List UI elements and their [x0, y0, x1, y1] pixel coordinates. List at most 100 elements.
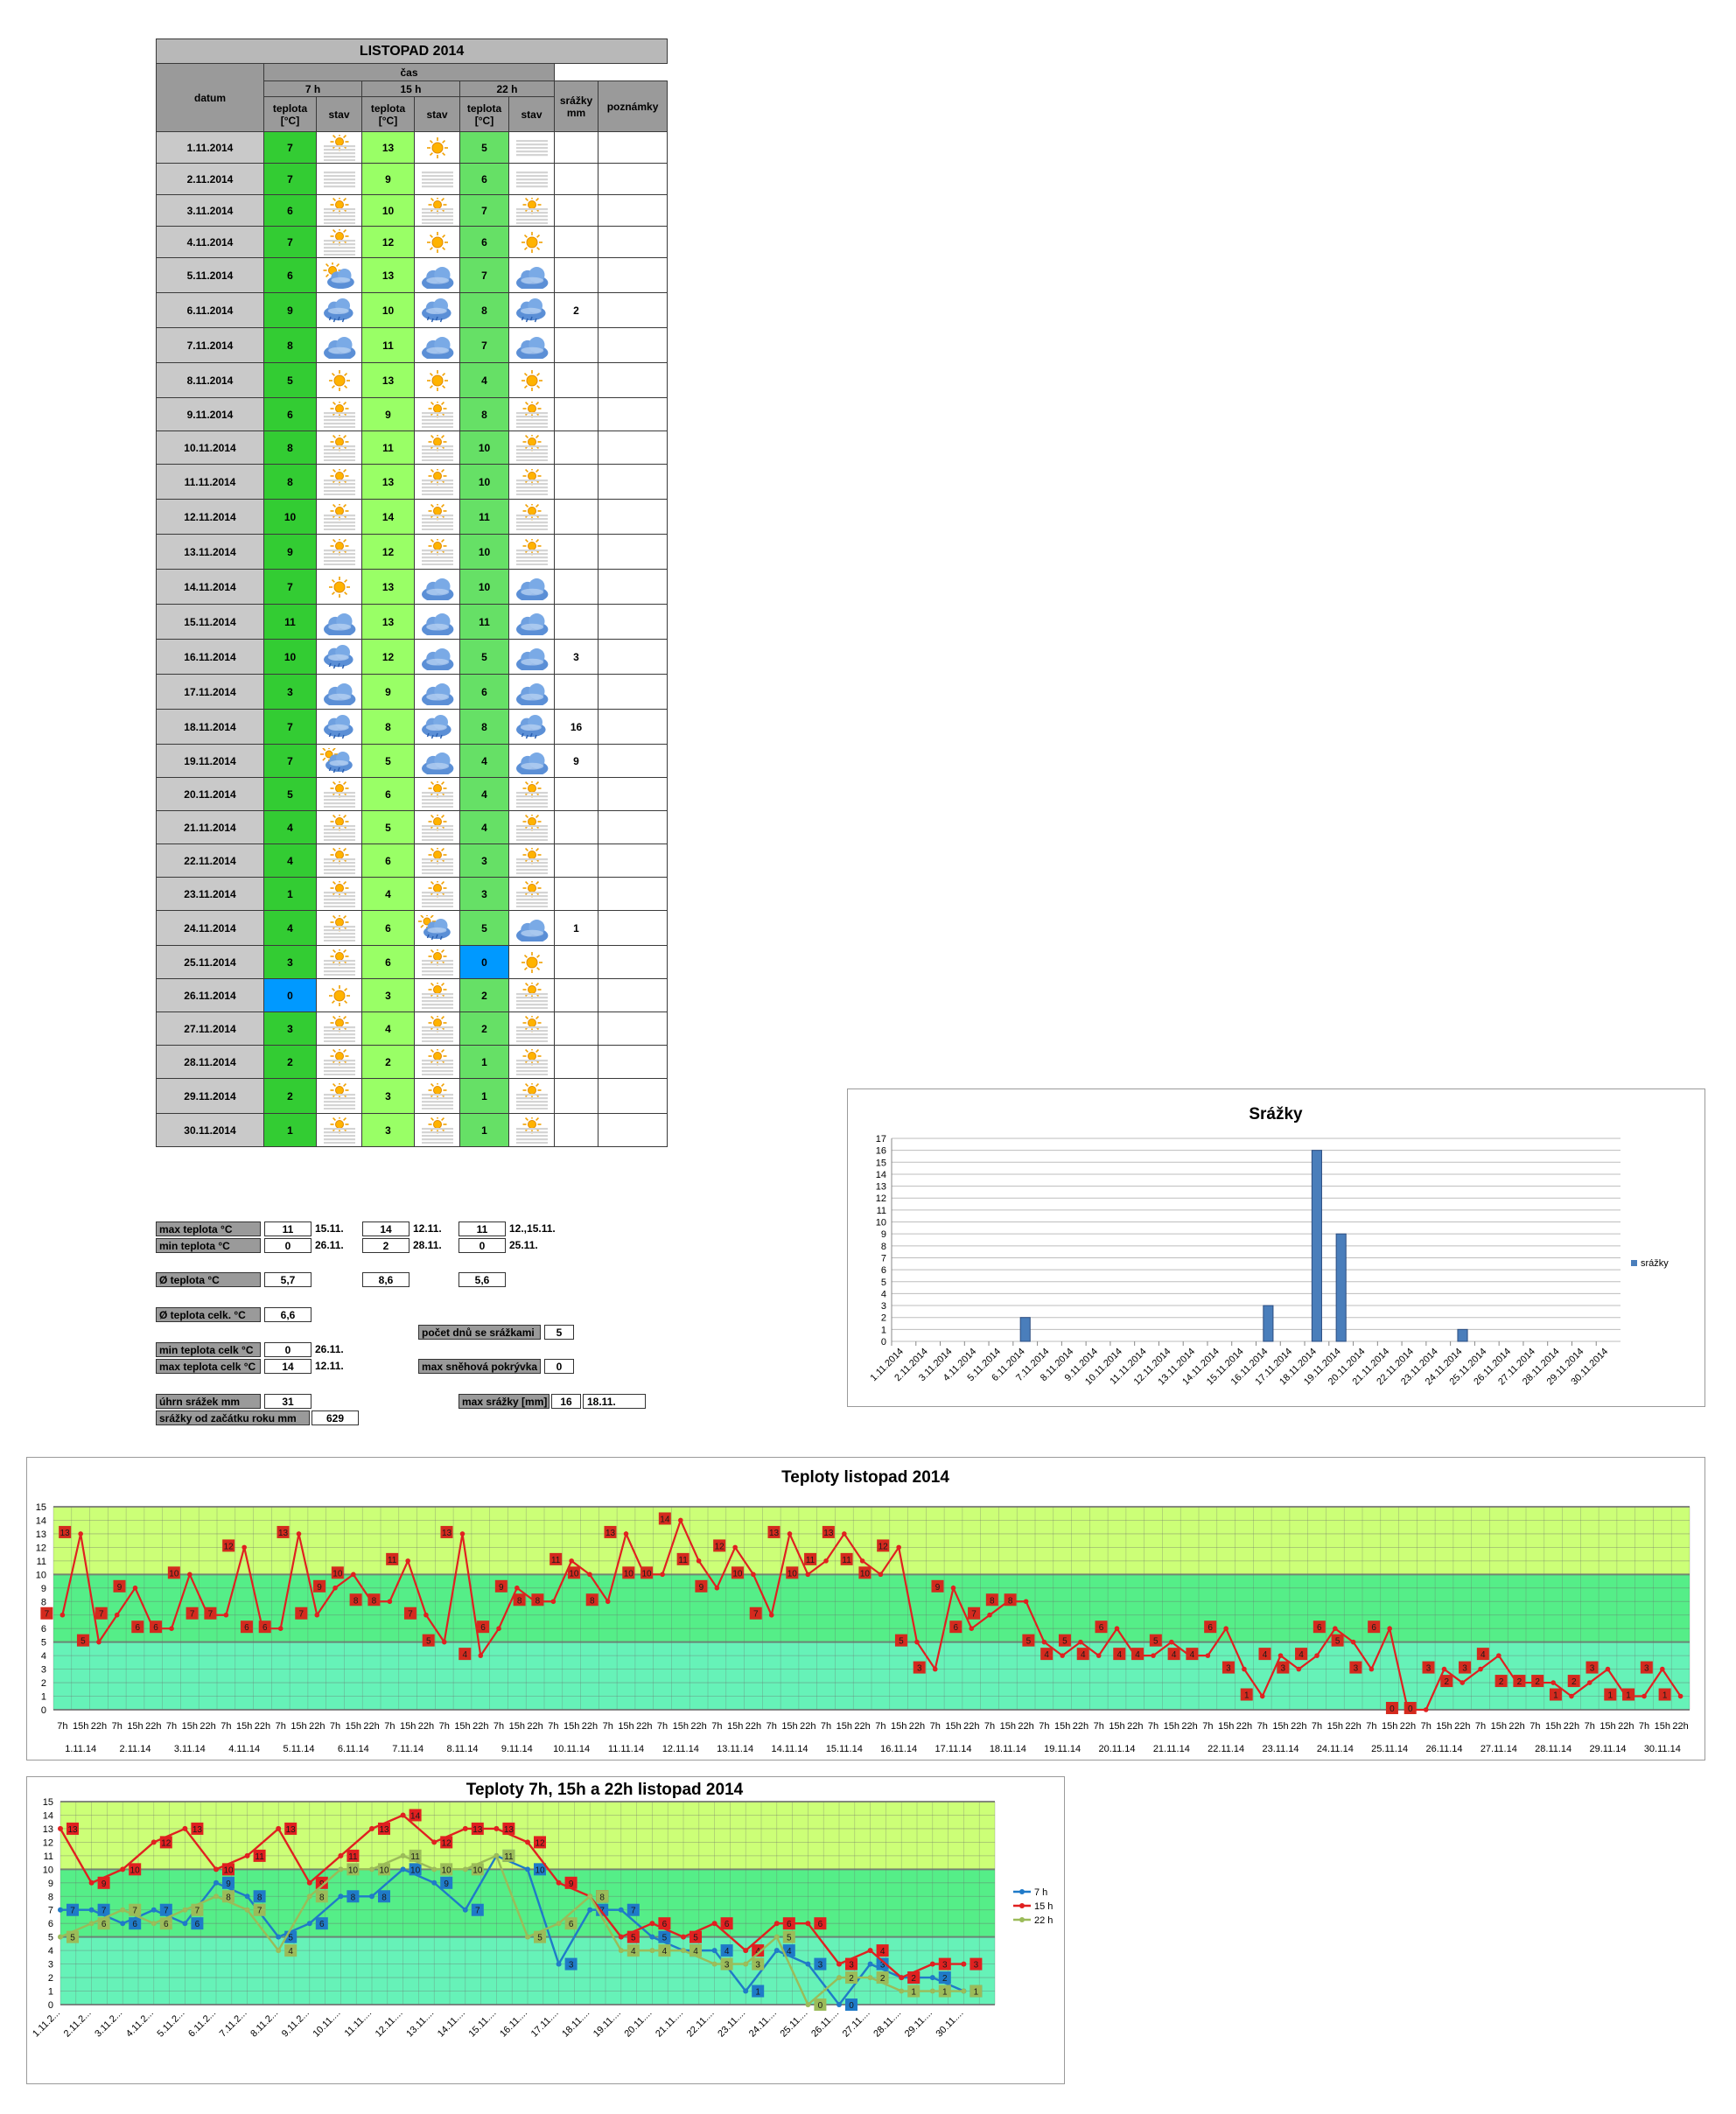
fog-sun-icon: [323, 401, 355, 428]
temp-series-chart: Teploty 7h, 15h a 22h listopad 201401234…: [31, 1781, 1053, 2040]
note-cell: [597, 499, 668, 535]
data-label-box: [1240, 1688, 1253, 1701]
data-label: 7: [257, 1907, 262, 1916]
cloud-icon: [421, 612, 453, 635]
y-tick-label: 9: [881, 1229, 886, 1240]
temp-point: [242, 1544, 247, 1550]
x-time-label: 15h: [1054, 1721, 1070, 1732]
weather-state-cell: [316, 327, 362, 363]
note-cell: [597, 810, 668, 844]
temp-point: [987, 1612, 992, 1618]
data-label-box: [253, 1903, 266, 1916]
table-row: 3.11.2014 6 10 7: [156, 194, 668, 227]
x-time-label: 22h: [1073, 1721, 1088, 1732]
data-label: 1: [942, 1988, 948, 1998]
temp-15h-cell: 2: [361, 1045, 415, 1079]
temp-7h-cell: 9: [263, 534, 317, 570]
y-tick-label: 2: [881, 1313, 886, 1324]
weather-state-cell: [316, 1012, 362, 1046]
data-label-box: [440, 1836, 453, 1849]
rain-cell: [554, 397, 598, 431]
x-time-label: 15h: [400, 1721, 416, 1732]
x-time-label: 15h: [236, 1721, 252, 1732]
weather-state-cell: [508, 226, 555, 258]
data-label-box: [440, 1876, 453, 1889]
temp-15h-cell: 5: [361, 810, 415, 844]
series-point: [88, 1880, 94, 1886]
temp-15h-cell: 10: [361, 292, 415, 328]
x-time-label: 7h: [930, 1721, 941, 1732]
temp-7h-cell: 1: [263, 1113, 317, 1147]
weather-state-cell: [316, 397, 362, 431]
avg-temp-label: Ø teplota °C: [156, 1272, 261, 1287]
data-label-box: [97, 1917, 110, 1930]
table-row: 23.11.2014 1 4 3: [156, 877, 668, 911]
data-label: 13: [60, 1529, 71, 1538]
weather-state-cell: [316, 810, 362, 844]
header-datum: datum: [156, 63, 264, 132]
data-label: 9: [444, 1880, 449, 1889]
note-cell: [597, 1045, 668, 1079]
fog-sun-icon: [323, 228, 355, 256]
x-tick-label: 9.11.2...: [280, 2008, 312, 2040]
y-tick-label: 10: [876, 1218, 886, 1228]
table-row: 1.11.2014 7 13 5: [156, 131, 668, 164]
temp-point: [732, 1544, 738, 1550]
data-label-box: [1531, 1675, 1544, 1688]
series-point: [587, 1907, 593, 1913]
data-label-box: [502, 1822, 515, 1835]
data-label: 7: [631, 1907, 636, 1916]
series-point: [58, 1907, 63, 1913]
data-label: 8: [372, 1596, 377, 1606]
fog-sun-icon: [515, 538, 548, 565]
x-time-label: 7h: [875, 1721, 886, 1732]
temp-point: [878, 1572, 884, 1578]
temp-7h-cell: 10: [263, 639, 317, 675]
series-point: [711, 1961, 718, 1967]
series-point: [400, 1852, 406, 1858]
y-tick-label: 3: [881, 1301, 886, 1312]
weather-state-cell: [508, 534, 555, 570]
min-temp-22h: 0: [458, 1238, 506, 1253]
data-label-box: [567, 1566, 580, 1579]
sun-icon: [328, 984, 350, 1006]
table-row: 26.11.2014 0 3 2: [156, 978, 668, 1012]
weather-state-cell: [414, 569, 460, 605]
temp-point: [1496, 1653, 1502, 1658]
x-tick-label: 27.11....: [841, 2008, 872, 2040]
weather-state-cell: [414, 430, 460, 465]
data-label: 9: [317, 1583, 322, 1592]
rain-days-label: počet dnů se srážkami: [418, 1325, 541, 1340]
temp-point: [1169, 1639, 1174, 1645]
temp-15h-cell: 11: [361, 430, 415, 465]
data-label: 6: [153, 1623, 158, 1633]
data-label-box: [513, 1593, 526, 1606]
data-label-box: [315, 1890, 328, 1903]
series-point: [276, 1934, 282, 1940]
fog-sun-icon: [515, 197, 548, 224]
data-label: 11: [504, 1852, 514, 1862]
max-temp-7h: 11: [264, 1222, 312, 1236]
x-day-label: 17.11.14: [934, 1744, 971, 1754]
data-label: 8: [382, 1893, 387, 1902]
temp-point: [1096, 1653, 1102, 1658]
weather-state-cell: [508, 674, 555, 710]
temp-15h-cell: 13: [361, 362, 415, 398]
temp-point: [969, 1626, 975, 1631]
data-label: 0: [849, 2001, 854, 2011]
data-label-box: [970, 1984, 983, 1998]
x-time-label: 7h: [112, 1721, 122, 1732]
series-point: [58, 1825, 63, 1831]
header-22h: 22 h: [459, 80, 555, 97]
temp-15h-cell: 13: [361, 257, 415, 293]
weather-state-cell: [316, 709, 362, 745]
weather-state-cell: [414, 777, 460, 811]
data-label: 6: [132, 1920, 137, 1929]
temp-15h-cell: 3: [361, 1078, 415, 1114]
y-tick-label: 1: [48, 1987, 53, 1998]
sun-icon: [328, 576, 350, 598]
data-label-box: [876, 1944, 889, 1957]
temp-point: [623, 1531, 629, 1536]
data-label-box: [894, 1634, 907, 1647]
data-label: 10: [379, 1866, 389, 1875]
